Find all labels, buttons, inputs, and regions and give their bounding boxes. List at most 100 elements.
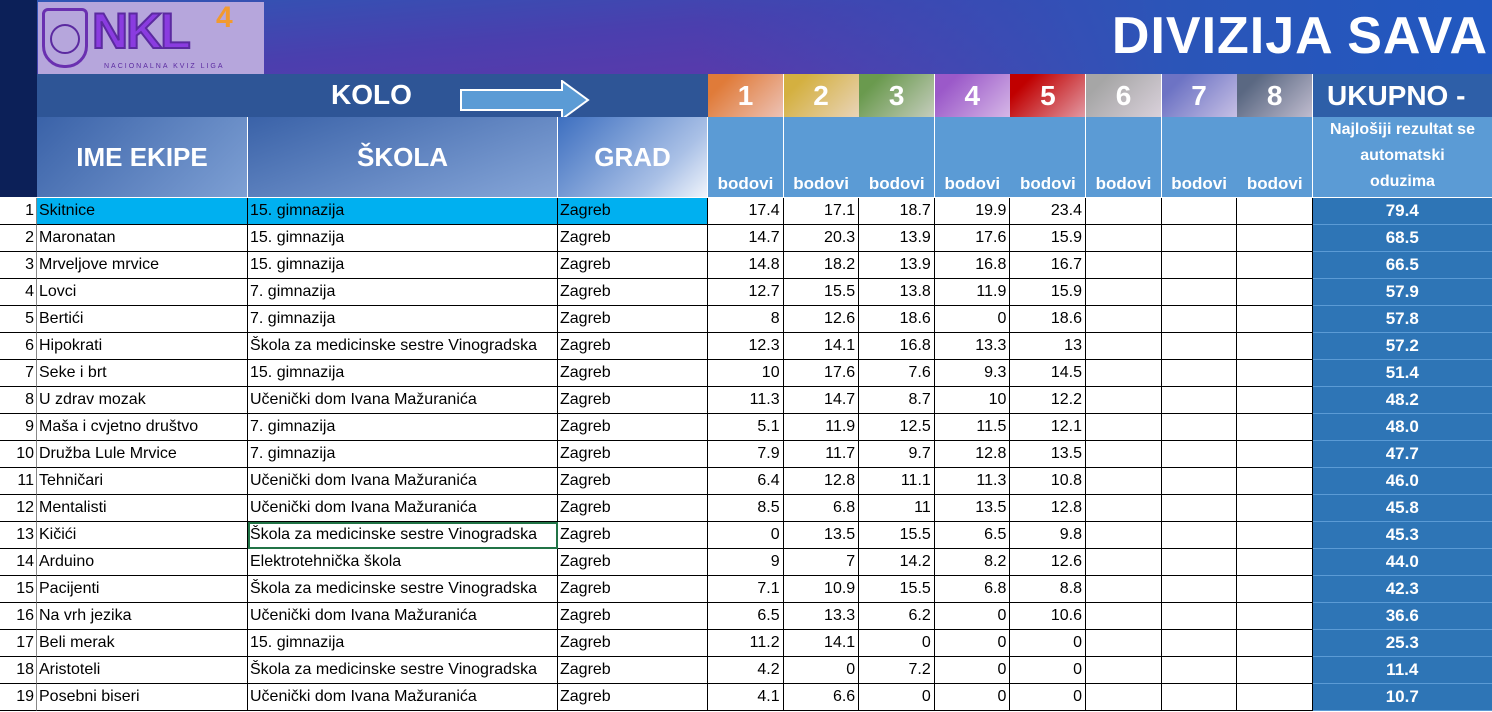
city-cell[interactable]: Zagreb (558, 306, 708, 333)
score-cell[interactable]: 6.6 (783, 684, 860, 711)
score-cell[interactable] (1085, 549, 1162, 576)
score-cell[interactable] (1237, 279, 1313, 306)
score-cell[interactable] (1161, 252, 1238, 279)
score-cell[interactable]: 13.8 (859, 279, 935, 306)
score-cell[interactable] (1237, 414, 1313, 441)
row-number[interactable]: 4 (0, 279, 37, 306)
total-cell[interactable]: 57.8 (1312, 306, 1492, 333)
school-cell[interactable]: 7. gimnazija (248, 279, 558, 306)
score-cell[interactable]: 18.7 (859, 198, 935, 225)
row-number[interactable]: 8 (0, 387, 37, 414)
row-number[interactable]: 12 (0, 495, 37, 522)
row-number[interactable]: 7 (0, 360, 37, 387)
total-cell[interactable]: 47.7 (1312, 441, 1492, 468)
score-cell[interactable]: 7.6 (859, 360, 935, 387)
total-cell[interactable]: 45.3 (1312, 522, 1492, 549)
score-cell[interactable]: 12.1 (1010, 414, 1086, 441)
score-cell[interactable] (1085, 522, 1162, 549)
score-cell[interactable]: 11.3 (708, 387, 784, 414)
city-cell[interactable]: Zagreb (558, 576, 708, 603)
score-cell[interactable] (1237, 684, 1313, 711)
city-cell[interactable]: Zagreb (558, 279, 708, 306)
total-cell[interactable]: 51.4 (1312, 360, 1492, 387)
total-cell[interactable]: 44.0 (1312, 549, 1492, 576)
score-cell[interactable]: 17.6 (934, 225, 1011, 252)
score-cell[interactable]: 13.3 (783, 603, 860, 630)
score-cell[interactable] (1161, 441, 1238, 468)
city-cell[interactable]: Zagreb (558, 441, 708, 468)
score-cell[interactable]: 15.5 (783, 279, 860, 306)
score-cell[interactable] (1237, 576, 1313, 603)
score-cell[interactable]: 10 (934, 387, 1011, 414)
score-cell[interactable]: 14.1 (783, 630, 860, 657)
team-name-cell[interactable]: Maša i cvjetno društvo (37, 414, 248, 441)
score-cell[interactable]: 14.5 (1010, 360, 1086, 387)
school-cell[interactable]: Elektrotehnička škola (248, 549, 558, 576)
score-cell[interactable]: 11.9 (934, 279, 1011, 306)
score-cell[interactable]: 13 (1010, 333, 1086, 360)
score-cell[interactable]: 0 (859, 684, 935, 711)
score-cell[interactable] (1085, 657, 1162, 684)
school-cell[interactable]: 15. gimnazija (248, 198, 558, 225)
score-cell[interactable]: 23.4 (1010, 198, 1086, 225)
score-cell[interactable]: 7 (783, 549, 860, 576)
score-cell[interactable]: 9 (708, 549, 784, 576)
score-cell[interactable]: 16.7 (1010, 252, 1086, 279)
score-cell[interactable] (1237, 306, 1313, 333)
score-cell[interactable]: 6.5 (708, 603, 784, 630)
score-cell[interactable]: 8.2 (934, 549, 1011, 576)
total-cell[interactable]: 45.8 (1312, 495, 1492, 522)
score-cell[interactable]: 18.2 (783, 252, 860, 279)
school-cell[interactable]: Učenički dom Ivana Mažuranića (248, 603, 558, 630)
school-cell[interactable]: Učenički dom Ivana Mažuranića (248, 684, 558, 711)
score-cell[interactable]: 0 (934, 603, 1011, 630)
city-cell[interactable]: Zagreb (558, 657, 708, 684)
score-cell[interactable] (1237, 252, 1313, 279)
score-cell[interactable] (1161, 684, 1238, 711)
score-cell[interactable]: 9.7 (859, 441, 935, 468)
score-cell[interactable] (1085, 306, 1162, 333)
score-cell[interactable] (1085, 603, 1162, 630)
row-number[interactable]: 16 (0, 603, 37, 630)
team-name-cell[interactable]: Družba Lule Mrvice (37, 441, 248, 468)
score-cell[interactable]: 13.9 (859, 252, 935, 279)
score-cell[interactable] (1161, 360, 1238, 387)
row-number[interactable]: 6 (0, 333, 37, 360)
city-cell[interactable]: Zagreb (558, 549, 708, 576)
score-cell[interactable]: 7.9 (708, 441, 784, 468)
score-cell[interactable]: 15.9 (1010, 225, 1086, 252)
score-cell[interactable]: 13.9 (859, 225, 935, 252)
score-cell[interactable]: 0 (783, 657, 860, 684)
total-cell[interactable]: 57.9 (1312, 279, 1492, 306)
score-cell[interactable]: 18.6 (1010, 306, 1086, 333)
score-cell[interactable]: 7.1 (708, 576, 784, 603)
score-cell[interactable] (1161, 603, 1238, 630)
row-number[interactable]: 10 (0, 441, 37, 468)
score-cell[interactable]: 15.5 (859, 522, 935, 549)
score-cell[interactable] (1085, 684, 1162, 711)
total-cell[interactable]: 48.0 (1312, 414, 1492, 441)
city-cell[interactable]: Zagreb (558, 225, 708, 252)
score-cell[interactable] (1161, 198, 1238, 225)
score-cell[interactable]: 6.5 (934, 522, 1011, 549)
score-cell[interactable]: 11.9 (783, 414, 860, 441)
total-cell[interactable]: 36.6 (1312, 603, 1492, 630)
city-cell[interactable]: Zagreb (558, 495, 708, 522)
score-cell[interactable]: 6.4 (708, 468, 784, 495)
score-cell[interactable] (1085, 468, 1162, 495)
score-cell[interactable]: 14.8 (708, 252, 784, 279)
score-cell[interactable] (1161, 576, 1238, 603)
score-cell[interactable]: 0 (934, 684, 1011, 711)
row-number[interactable]: 9 (0, 414, 37, 441)
school-cell[interactable]: Učenički dom Ivana Mažuranića (248, 387, 558, 414)
score-cell[interactable]: 0 (934, 630, 1011, 657)
score-cell[interactable] (1237, 522, 1313, 549)
team-name-cell[interactable]: Na vrh jezika (37, 603, 248, 630)
score-cell[interactable]: 11.2 (708, 630, 784, 657)
score-cell[interactable] (1161, 468, 1238, 495)
score-cell[interactable]: 12.8 (934, 441, 1011, 468)
row-number[interactable]: 1 (0, 198, 37, 225)
city-cell[interactable]: Zagreb (558, 468, 708, 495)
score-cell[interactable]: 15.5 (859, 576, 935, 603)
total-cell[interactable]: 10.7 (1312, 684, 1492, 711)
